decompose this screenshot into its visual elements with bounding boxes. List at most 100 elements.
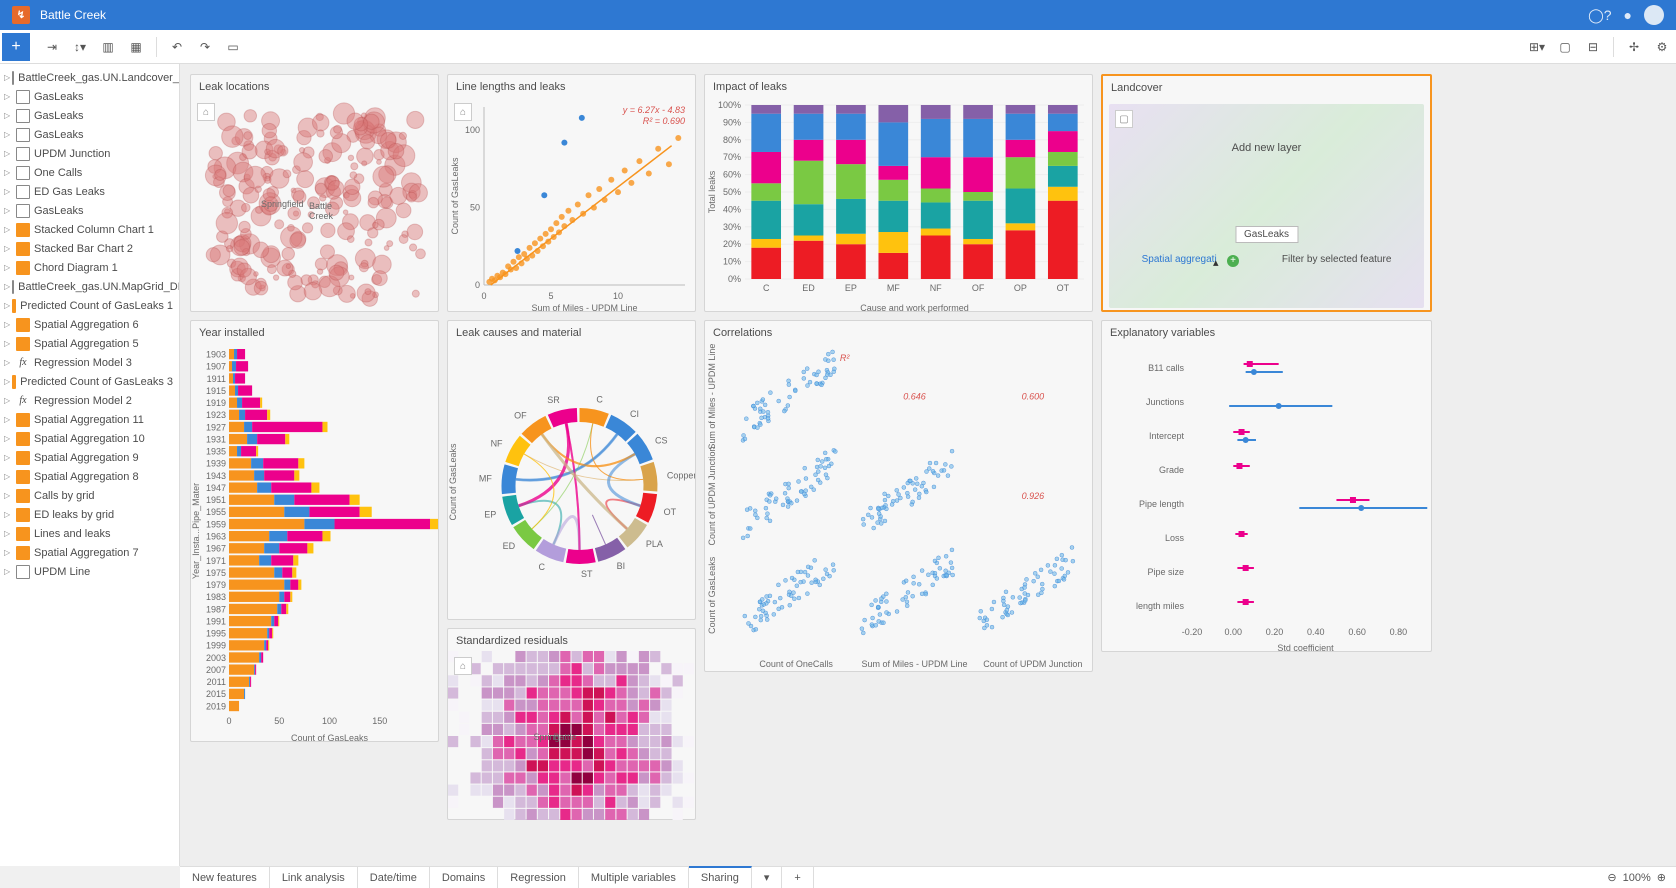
expand-icon[interactable]: ▷: [4, 377, 10, 386]
home-icon[interactable]: ⌂: [454, 103, 472, 121]
tab[interactable]: Multiple variables: [579, 867, 689, 888]
expand-icon[interactable]: ▷: [4, 320, 14, 329]
expand-icon[interactable]: ▷: [4, 92, 14, 101]
expand-icon[interactable]: ▷: [4, 130, 14, 139]
tab-add[interactable]: +: [782, 867, 813, 888]
expand-icon[interactable]: ▷: [4, 358, 14, 367]
sidebar-item[interactable]: ▷Spatial Aggregation 8: [0, 467, 179, 486]
sidebar-item[interactable]: ▷BattleCreek_gas.UN.MapGrid_DDP: [0, 277, 179, 296]
sidebar-item[interactable]: ▷GasLeaks: [0, 125, 179, 144]
expand-icon[interactable]: ▷: [4, 282, 10, 291]
tab[interactable]: Domains: [430, 867, 498, 888]
zoom-out-icon[interactable]: ⊖: [1607, 871, 1616, 884]
sidebar-item[interactable]: ▷UPDM Line: [0, 562, 179, 581]
sidebar-item[interactable]: ▷UPDM Junction: [0, 144, 179, 163]
grid-icon[interactable]: ⊟: [1580, 34, 1606, 60]
sidebar-item[interactable]: ▷Spatial Aggregation 11: [0, 410, 179, 429]
link-icon[interactable]: ✢: [1621, 34, 1647, 60]
drop-zone[interactable]: ▢ Add new layer GasLeaks Spatial aggrega…: [1109, 104, 1424, 308]
expand-icon[interactable]: ▷: [4, 225, 14, 234]
import-icon[interactable]: ⇥: [39, 34, 65, 60]
sidebar-item[interactable]: ▷Stacked Column Chart 1: [0, 220, 179, 239]
sort-icon[interactable]: ↕▾: [67, 34, 93, 60]
expand-icon[interactable]: ▷: [4, 567, 14, 576]
spatial-agg-link[interactable]: Spatial aggregati: [1142, 254, 1217, 265]
sidebar-item[interactable]: ▷Predicted Count of GasLeaks 3: [0, 372, 179, 391]
expand-icon[interactable]: ▷: [4, 73, 10, 82]
home-icon[interactable]: ⌂: [197, 103, 215, 121]
avatar[interactable]: [1644, 5, 1664, 25]
card[interactable]: CorrelationsR²0.6460.6000.926Sum of Mile…: [704, 320, 1093, 672]
expand-icon[interactable]: ▷: [4, 111, 14, 120]
sidebar-item[interactable]: ▷Spatial Aggregation 9: [0, 448, 179, 467]
expand-icon[interactable]: ▷: [4, 510, 14, 519]
zoom-in-icon[interactable]: ⊕: [1657, 871, 1666, 884]
sidebar-item[interactable]: ▷Spatial Aggregation 5: [0, 334, 179, 353]
expand-icon[interactable]: ▷: [4, 187, 14, 196]
svg-text:1939: 1939: [206, 459, 226, 469]
card[interactable]: Landcover ▢ Add new layer GasLeaks Spati…: [1101, 74, 1432, 312]
expand-icon[interactable]: ▷: [4, 491, 14, 500]
expand-icon[interactable]: ▷: [4, 244, 14, 253]
expand-icon[interactable]: ▷: [4, 472, 14, 481]
settings-icon[interactable]: ⚙: [1649, 34, 1675, 60]
expand-icon[interactable]: ▷: [4, 339, 14, 348]
expand-icon[interactable]: ▷: [4, 434, 14, 443]
sidebar-item[interactable]: ▷fxRegression Model 2: [0, 391, 179, 410]
map-icon[interactable]: ▦: [123, 34, 149, 60]
sidebar-item[interactable]: ▷fxRegression Model 3: [0, 353, 179, 372]
filter-link[interactable]: Filter by selected feature: [1282, 254, 1392, 265]
tab[interactable]: Date/time: [358, 867, 430, 888]
sidebar-item[interactable]: ▷Spatial Aggregation 6: [0, 315, 179, 334]
zoom-control[interactable]: ⊖ 100% ⊕: [1597, 867, 1676, 888]
layer-icon[interactable]: ▢: [1115, 110, 1133, 128]
sidebar-item[interactable]: ▷GasLeaks: [0, 201, 179, 220]
card[interactable]: Leak locations⌂SpringfieldBattleCreek: [190, 74, 439, 312]
sidebar-item[interactable]: ▷GasLeaks: [0, 106, 179, 125]
card[interactable]: Year installed19031907191119151919192319…: [190, 320, 439, 742]
tab-dropdown[interactable]: ▾: [752, 867, 783, 888]
sidebar-item[interactable]: ▷Calls by grid: [0, 486, 179, 505]
tab[interactable]: New features: [180, 867, 270, 888]
sidebar-item[interactable]: ▷Chord Diagram 1: [0, 258, 179, 277]
expand-icon[interactable]: ▷: [4, 415, 14, 424]
sidebar-item[interactable]: ▷Stacked Bar Chart 2: [0, 239, 179, 258]
sidebar-item[interactable]: ▷One Calls: [0, 163, 179, 182]
add-button[interactable]: +: [2, 33, 30, 61]
sidebar-item[interactable]: ▷Lines and leaks: [0, 524, 179, 543]
sidebar-item[interactable]: ▷ED leaks by grid: [0, 505, 179, 524]
expand-icon[interactable]: ▷: [4, 149, 14, 158]
redo-icon[interactable]: ↷: [192, 34, 218, 60]
sidebar-item[interactable]: ▷BattleCreek_gas.UN.Landcover_2...: [0, 68, 179, 87]
save-icon[interactable]: ▭: [220, 34, 246, 60]
expand-icon[interactable]: ▷: [4, 301, 10, 310]
sidebar-item[interactable]: ▷GasLeaks: [0, 87, 179, 106]
notifications-icon[interactable]: ●: [1624, 7, 1632, 23]
card[interactable]: Standardized residuals⌂BattleSpring: [447, 628, 696, 820]
card[interactable]: Leak causes and materialCCICSCopperOTPLA…: [447, 320, 696, 620]
layout-icon[interactable]: ⊞▾: [1524, 34, 1550, 60]
card[interactable]: Impact of leaks0%10%20%30%40%50%60%70%80…: [704, 74, 1093, 312]
expand-icon[interactable]: ▷: [4, 396, 14, 405]
table-icon[interactable]: ▥: [95, 34, 121, 60]
sidebar-item[interactable]: ▷Predicted Count of GasLeaks 1: [0, 296, 179, 315]
sidebar-item[interactable]: ▷Spatial Aggregation 7: [0, 543, 179, 562]
expand-icon[interactable]: ▷: [4, 263, 14, 272]
expand-icon[interactable]: ▷: [4, 529, 14, 538]
tab[interactable]: Link analysis: [270, 867, 358, 888]
card[interactable]: Line lengths and leaks⌂ y = 6.27x - 4.83…: [447, 74, 696, 312]
add-card-icon[interactable]: ▢: [1552, 34, 1578, 60]
tab[interactable]: Regression: [498, 867, 579, 888]
home-icon[interactable]: ⌂: [454, 657, 472, 675]
help-icon[interactable]: ◯?: [1588, 7, 1611, 24]
drag-tag[interactable]: GasLeaks: [1235, 226, 1298, 243]
expand-icon[interactable]: ▷: [4, 168, 14, 177]
sidebar-item[interactable]: ▷Spatial Aggregation 10: [0, 429, 179, 448]
tab[interactable]: Sharing: [689, 866, 752, 888]
card[interactable]: Explanatory variablesB11 callsJunctionsI…: [1101, 320, 1432, 652]
expand-icon[interactable]: ▷: [4, 453, 14, 462]
expand-icon[interactable]: ▷: [4, 206, 14, 215]
undo-icon[interactable]: ↶: [164, 34, 190, 60]
expand-icon[interactable]: ▷: [4, 548, 14, 557]
sidebar-item[interactable]: ▷ED Gas Leaks: [0, 182, 179, 201]
